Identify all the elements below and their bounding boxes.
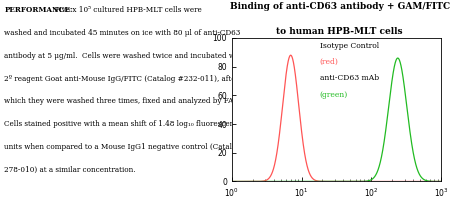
Text: washed and incubated 45 minutes on ice with 80 μl of anti-CD63: washed and incubated 45 minutes on ice w… xyxy=(4,29,241,37)
Text: anti-CD63 mAb: anti-CD63 mAb xyxy=(320,74,379,82)
Text: Binding of anti-CD63 antibody + GAM/FITC: Binding of anti-CD63 antibody + GAM/FITC xyxy=(230,2,450,11)
Text: Five x 10⁵ cultured HPB-MLT cells were: Five x 10⁵ cultured HPB-MLT cells were xyxy=(50,6,202,14)
Text: Isotype Control: Isotype Control xyxy=(320,42,379,50)
Text: units when compared to a Mouse IgG1 negative control (Catalog #: units when compared to a Mouse IgG1 nega… xyxy=(4,143,250,151)
Text: antibody at 5 μg/ml.  Cells were washed twice and incubated with: antibody at 5 μg/ml. Cells were washed t… xyxy=(4,52,245,60)
Text: PERFORMANCE:: PERFORMANCE: xyxy=(4,6,73,14)
Text: (red): (red) xyxy=(320,58,338,66)
Text: to human HPB-MLT cells: to human HPB-MLT cells xyxy=(276,27,403,37)
Text: 2º reagent Goat anti-Mouse IgG/FITC (Catalog #232-011), after: 2º reagent Goat anti-Mouse IgG/FITC (Cat… xyxy=(4,75,239,83)
Text: 278-010) at a similar concentration.: 278-010) at a similar concentration. xyxy=(4,166,136,174)
Text: Cells stained positive with a mean shift of 1.48 log₁₀ fluorescent: Cells stained positive with a mean shift… xyxy=(4,120,238,128)
Text: which they were washed three times, fixed and analyzed by FACS.: which they were washed three times, fixe… xyxy=(4,97,247,106)
Text: (green): (green) xyxy=(320,91,348,99)
